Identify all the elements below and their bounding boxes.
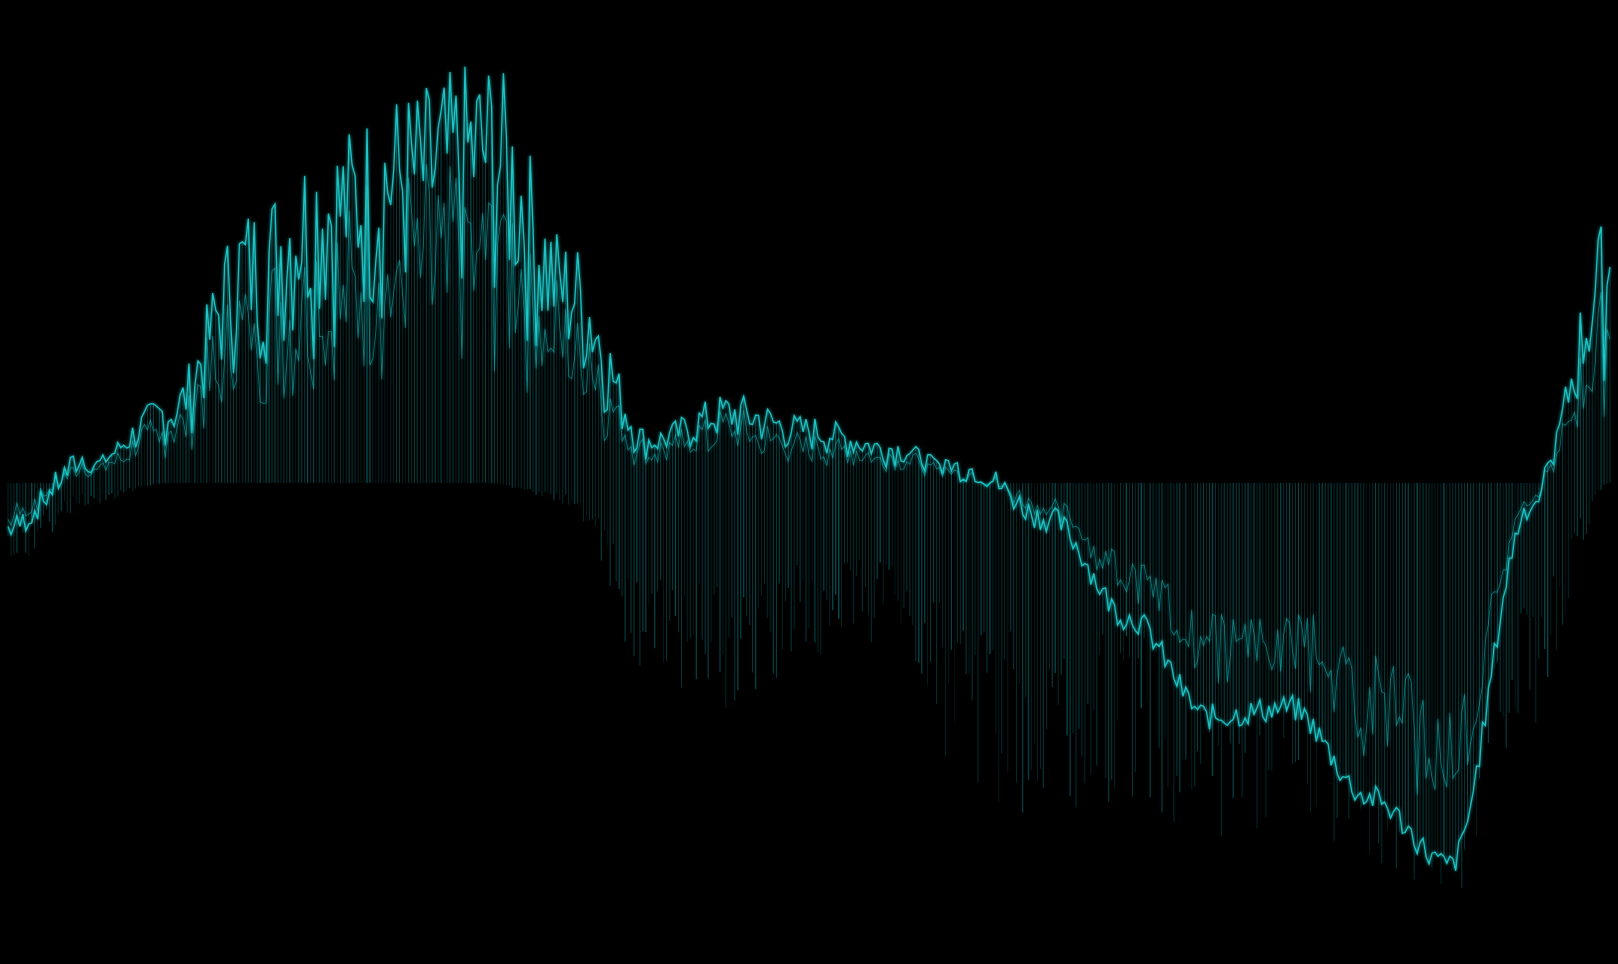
waveform-line-layer <box>7 66 1611 871</box>
waveform-line <box>7 66 1611 871</box>
waveform-echo-line <box>7 164 1611 795</box>
waveform-trails <box>7 66 1611 888</box>
